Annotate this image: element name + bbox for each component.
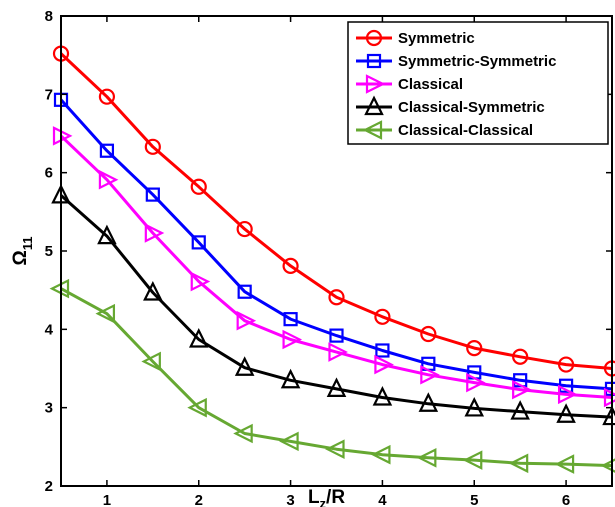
data-point — [234, 356, 255, 376]
legend-entry: Classical — [356, 74, 463, 94]
data-point — [466, 340, 483, 357]
legend-entry: Classical-Classical — [356, 120, 533, 140]
legend-entry: Classical-Symmetric — [356, 95, 545, 116]
data-point — [283, 312, 298, 327]
y-tick-label: 8 — [45, 8, 53, 25]
axes: 1 2 3 4 5 6 2 3 4 5 6 7 8 Lz/R Ω11 — [10, 8, 613, 507]
data-point — [370, 444, 391, 465]
legend-entry: Symmetric — [356, 29, 475, 47]
data-point — [236, 310, 257, 331]
y-tick-label: 4 — [45, 321, 54, 338]
data-point — [557, 356, 575, 373]
y-tick-label: 6 — [45, 165, 53, 182]
data-point — [462, 450, 483, 470]
data-point — [95, 303, 116, 324]
data-point — [141, 351, 161, 372]
data-point — [325, 439, 345, 459]
legend-marker — [365, 74, 386, 94]
data-point — [512, 348, 529, 365]
data-point — [237, 284, 252, 299]
data-point — [190, 271, 211, 292]
data-point — [418, 392, 439, 412]
y-tick-label: 3 — [45, 400, 53, 417]
x-tick-label: 6 — [562, 492, 570, 507]
data-point — [420, 325, 437, 343]
legend-marker — [366, 53, 382, 69]
legend-label: Classical — [398, 76, 463, 93]
legend-marker — [364, 95, 384, 116]
data-point — [188, 328, 209, 348]
data-point — [420, 364, 440, 385]
legend-label: Symmetric — [398, 30, 475, 47]
x-axis-label: Lz/R — [308, 487, 345, 507]
data-point — [187, 397, 207, 418]
y-tick-label: 5 — [45, 243, 53, 260]
data-point — [328, 342, 348, 362]
data-point — [556, 403, 576, 423]
data-point — [98, 169, 119, 190]
legend: Symmetric Symmetric-Symmetric Classical Cla… — [347, 21, 609, 145]
data-point — [329, 328, 344, 343]
data-point — [508, 453, 529, 474]
data-point — [326, 377, 347, 397]
legend-marker — [365, 29, 383, 47]
data-point — [328, 289, 345, 306]
series-line — [60, 287, 613, 468]
data-point — [554, 454, 575, 474]
legend-marker — [362, 120, 383, 140]
data-point — [97, 224, 117, 245]
data-point — [282, 329, 303, 350]
x-tick-label: 2 — [195, 492, 203, 507]
legend-label: Classical-Classical — [398, 122, 533, 139]
data-point — [375, 343, 390, 358]
data-point — [144, 223, 165, 243]
data-point — [236, 220, 253, 238]
data-point — [282, 257, 299, 274]
series-4 — [51, 183, 615, 426]
legend-entry: Symmetric-Symmetric — [356, 53, 556, 70]
data-point — [233, 423, 253, 444]
data-point — [190, 178, 207, 195]
x-tick-label: 4 — [378, 492, 387, 507]
x-tick-label: 3 — [286, 492, 294, 507]
data-point — [464, 396, 485, 417]
data-point — [510, 400, 530, 420]
data-point — [144, 138, 161, 155]
data-point — [374, 354, 394, 375]
data-point — [512, 379, 532, 400]
series-line — [59, 134, 613, 399]
data-point — [374, 308, 391, 325]
data-point — [99, 143, 115, 158]
y-tick-label: 2 — [45, 478, 53, 495]
data-point — [143, 281, 163, 301]
data-point — [280, 368, 301, 389]
x-tick-label: 1 — [103, 492, 111, 507]
data-point — [416, 448, 437, 468]
data-point — [98, 88, 116, 105]
legend-label: Symmetric-Symmetric — [398, 53, 556, 70]
data-point — [145, 187, 160, 202]
data-point — [466, 372, 486, 393]
data-point — [191, 235, 206, 250]
x-tick-label: 5 — [470, 492, 478, 507]
series-line — [59, 98, 613, 391]
series-line — [59, 52, 613, 370]
series-line — [60, 194, 613, 419]
legend-label: Classical-Symmetric — [398, 99, 545, 116]
data-point — [372, 386, 393, 406]
y-axis-label: Ω11 — [10, 237, 35, 266]
data-point — [279, 431, 299, 452]
y-tick-label: 7 — [45, 86, 53, 103]
data-point — [557, 384, 578, 405]
